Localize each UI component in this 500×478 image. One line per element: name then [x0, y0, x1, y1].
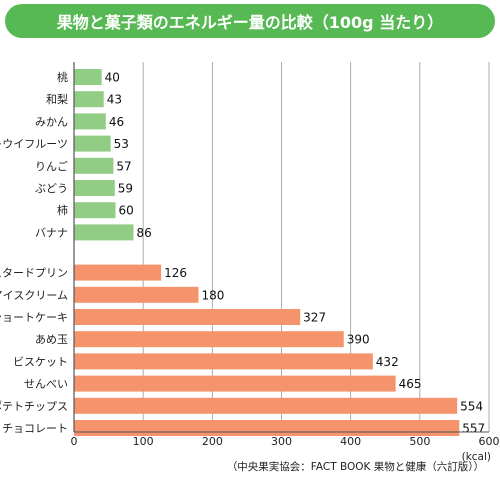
bar-sweets-4 [74, 331, 344, 348]
value-label: 53 [114, 137, 129, 151]
x-tick-label: 0 [71, 435, 78, 448]
bar-fruit-6 [74, 180, 115, 196]
value-label: 465 [399, 377, 422, 391]
chart-title-banner: 果物と菓子類のエネルギー量の比較（100g 当たり） [5, 4, 495, 38]
value-label: 327 [303, 311, 326, 325]
category-label: 桃 [57, 70, 68, 84]
value-label: 59 [118, 182, 133, 196]
bar-sweets-7 [74, 397, 458, 414]
bar-sweets-5 [74, 353, 373, 370]
bar-fruit-5 [74, 157, 114, 174]
x-tick-label: 600 [479, 435, 500, 448]
category-label: カスタードプリン [0, 267, 68, 280]
value-label: 432 [376, 355, 399, 369]
bar-fruit-4 [74, 135, 111, 152]
bar-sweets-1 [74, 264, 162, 281]
value-label: 46 [109, 115, 124, 129]
value-label: 43 [107, 93, 122, 107]
x-tick-label: 200 [202, 435, 223, 448]
category-label: りんご [35, 159, 68, 173]
value-label: 86 [136, 226, 151, 240]
category-label: ビスケット [13, 355, 68, 368]
category-label: キウイフルーツ [0, 138, 68, 151]
bar-fruit-7 [74, 202, 116, 219]
category-label: あめ玉 [35, 333, 68, 346]
bar-fruit-8 [74, 224, 134, 241]
bar-sweets-8 [74, 420, 460, 436]
value-label: 126 [164, 266, 187, 280]
category-label: アイスクリーム [0, 289, 68, 302]
category-label: ポテトチップス [0, 400, 68, 413]
value-label: 180 [202, 288, 225, 302]
category-label: 柿 [57, 203, 68, 217]
bar-sweets-6 [74, 375, 396, 392]
category-label: チョコレート [2, 422, 68, 435]
value-label: 57 [116, 159, 131, 173]
source-note: （中央果実協会：FACT BOOK 果物と健康（六訂版）） [226, 461, 484, 473]
bar-fruit-2 [74, 91, 104, 108]
value-label: 554 [460, 399, 483, 413]
x-axis-unit: (kcal) [462, 451, 491, 463]
bar-sweets-2 [74, 286, 199, 303]
category-label: せんべい [24, 378, 68, 391]
bar-fruit-1 [74, 69, 102, 85]
value-label: 390 [347, 333, 370, 347]
x-tick-label: 300 [271, 435, 292, 448]
chart-title: 果物と菓子類のエネルギー量の比較（100g 当たり） [56, 13, 444, 32]
bar-sweets-3 [74, 309, 301, 325]
category-label: バナナ [35, 226, 68, 239]
category-label: 和梨 [46, 92, 68, 106]
value-label: 60 [119, 204, 134, 218]
value-label: 40 [105, 71, 120, 85]
category-label: ショートケーキ [0, 311, 68, 324]
value-label: 557 [462, 422, 485, 436]
category-label: みかん [35, 115, 68, 128]
x-tick-label: 500 [409, 435, 430, 448]
category-label: ぶどう [35, 182, 68, 195]
x-tick-label: 400 [340, 435, 361, 448]
bar-fruit-3 [74, 113, 106, 130]
x-tick-label: 100 [133, 435, 154, 448]
